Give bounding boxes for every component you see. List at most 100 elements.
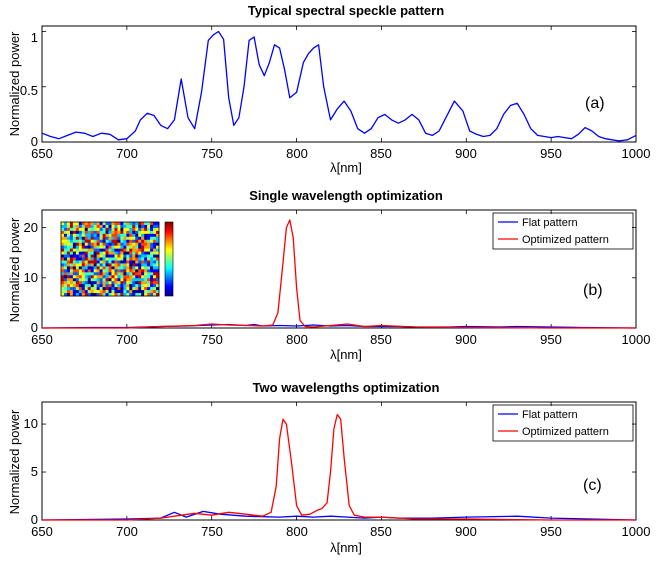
panel-b-xtick-label: 750 xyxy=(201,332,223,347)
speckle-cell xyxy=(90,222,94,226)
speckle-cell xyxy=(120,233,124,238)
speckle-cell xyxy=(123,245,127,249)
speckle-cell xyxy=(66,239,71,244)
speckle-cell xyxy=(153,230,157,235)
speckle-cell xyxy=(96,281,100,285)
speckle-inset xyxy=(60,221,160,297)
speckle-cell xyxy=(90,251,94,255)
speckle-cell xyxy=(69,251,74,255)
speckle-cell xyxy=(144,251,148,255)
speckle-cell xyxy=(144,239,148,244)
speckle-cell xyxy=(153,284,157,288)
speckle-cell xyxy=(144,266,148,270)
speckle-cell xyxy=(102,248,106,252)
speckle-cell xyxy=(120,230,124,235)
speckle-cell xyxy=(126,251,130,255)
speckle-cell xyxy=(132,222,136,226)
speckle-cell xyxy=(114,263,118,267)
speckle-cell xyxy=(120,278,124,282)
speckle-cell xyxy=(108,242,112,246)
speckle-cell xyxy=(111,242,115,246)
speckle-cell xyxy=(66,242,71,246)
speckle-cell xyxy=(93,275,97,279)
speckle-cell xyxy=(153,224,157,229)
speckle-cell xyxy=(105,275,109,279)
speckle-cell xyxy=(102,266,106,270)
speckle-cell xyxy=(138,239,142,244)
speckle-cell xyxy=(69,222,74,226)
speckle-cell xyxy=(117,222,121,226)
speckle-cell xyxy=(138,245,142,249)
speckle-cell xyxy=(108,263,112,267)
inset-colorbar xyxy=(164,221,174,297)
speckle-cell xyxy=(78,293,83,297)
speckle-cell xyxy=(105,260,109,264)
panel-a-xtick-label: 850 xyxy=(370,146,392,161)
speckle-cell xyxy=(81,290,86,294)
speckle-cell xyxy=(120,242,124,246)
speckle-cell xyxy=(66,248,71,252)
speckle-cell xyxy=(123,227,127,232)
speckle-cell xyxy=(99,266,103,270)
speckle-cell xyxy=(129,251,133,255)
speckle-cell xyxy=(78,260,83,264)
speckle-inset-frame xyxy=(60,221,160,297)
speckle-cell xyxy=(120,248,124,252)
speckle-cell xyxy=(61,254,65,258)
speckle-cell xyxy=(129,242,133,246)
speckle-cell xyxy=(90,272,94,276)
speckle-cell xyxy=(78,263,83,267)
speckle-cell xyxy=(141,233,145,238)
panel-c-xtick-label: 750 xyxy=(201,524,223,539)
panel-c-ytick-label: 5 xyxy=(31,464,38,479)
speckle-cell xyxy=(78,272,83,276)
speckle-cell xyxy=(69,293,74,297)
speckle-cell xyxy=(114,275,118,279)
speckle-cell xyxy=(117,242,121,246)
speckle-cell xyxy=(156,266,160,270)
speckle-cell xyxy=(102,278,106,282)
speckle-cell xyxy=(66,278,71,282)
speckle-cell xyxy=(105,257,109,261)
speckle-cell xyxy=(126,275,130,279)
speckle-cell xyxy=(114,278,118,282)
panel-a-ylabel: Normalized power xyxy=(7,31,22,136)
speckle-cell xyxy=(75,269,80,273)
speckle-cell xyxy=(75,242,80,246)
speckle-cell xyxy=(69,269,74,273)
speckle-cell xyxy=(144,254,148,258)
speckle-cell xyxy=(123,269,127,273)
speckle-cell xyxy=(144,263,148,267)
speckle-cell xyxy=(150,293,154,297)
speckle-cell xyxy=(123,254,127,258)
speckle-cell xyxy=(123,281,127,285)
speckle-cell xyxy=(111,233,115,238)
speckle-cell xyxy=(108,266,112,270)
speckle-cell xyxy=(105,293,109,297)
speckle-cell xyxy=(63,239,68,244)
speckle-cell xyxy=(129,281,133,285)
speckle-cell xyxy=(78,269,83,273)
speckle-cell xyxy=(61,242,65,246)
speckle-cell xyxy=(87,248,91,252)
speckle-cell xyxy=(87,272,91,276)
speckle-cell xyxy=(96,272,100,276)
speckle-cell xyxy=(126,239,130,244)
speckle-cell xyxy=(102,227,106,232)
speckle-cell xyxy=(75,263,80,267)
speckle-cell xyxy=(144,290,148,294)
speckle-cell xyxy=(61,290,65,294)
speckle-cell xyxy=(132,284,136,288)
speckle-cell xyxy=(156,233,160,238)
speckle-cell xyxy=(129,233,133,238)
speckle-cell xyxy=(108,254,112,258)
panel-a-ytick-label: 0.5 xyxy=(20,83,38,98)
speckle-cell xyxy=(99,248,103,252)
speckle-cell xyxy=(111,245,115,249)
speckle-cell xyxy=(135,230,139,235)
speckle-cell xyxy=(141,266,145,270)
speckle-cell xyxy=(84,278,89,282)
speckle-cell xyxy=(78,290,83,294)
speckle-cell xyxy=(120,222,124,226)
speckle-cell xyxy=(93,263,97,267)
